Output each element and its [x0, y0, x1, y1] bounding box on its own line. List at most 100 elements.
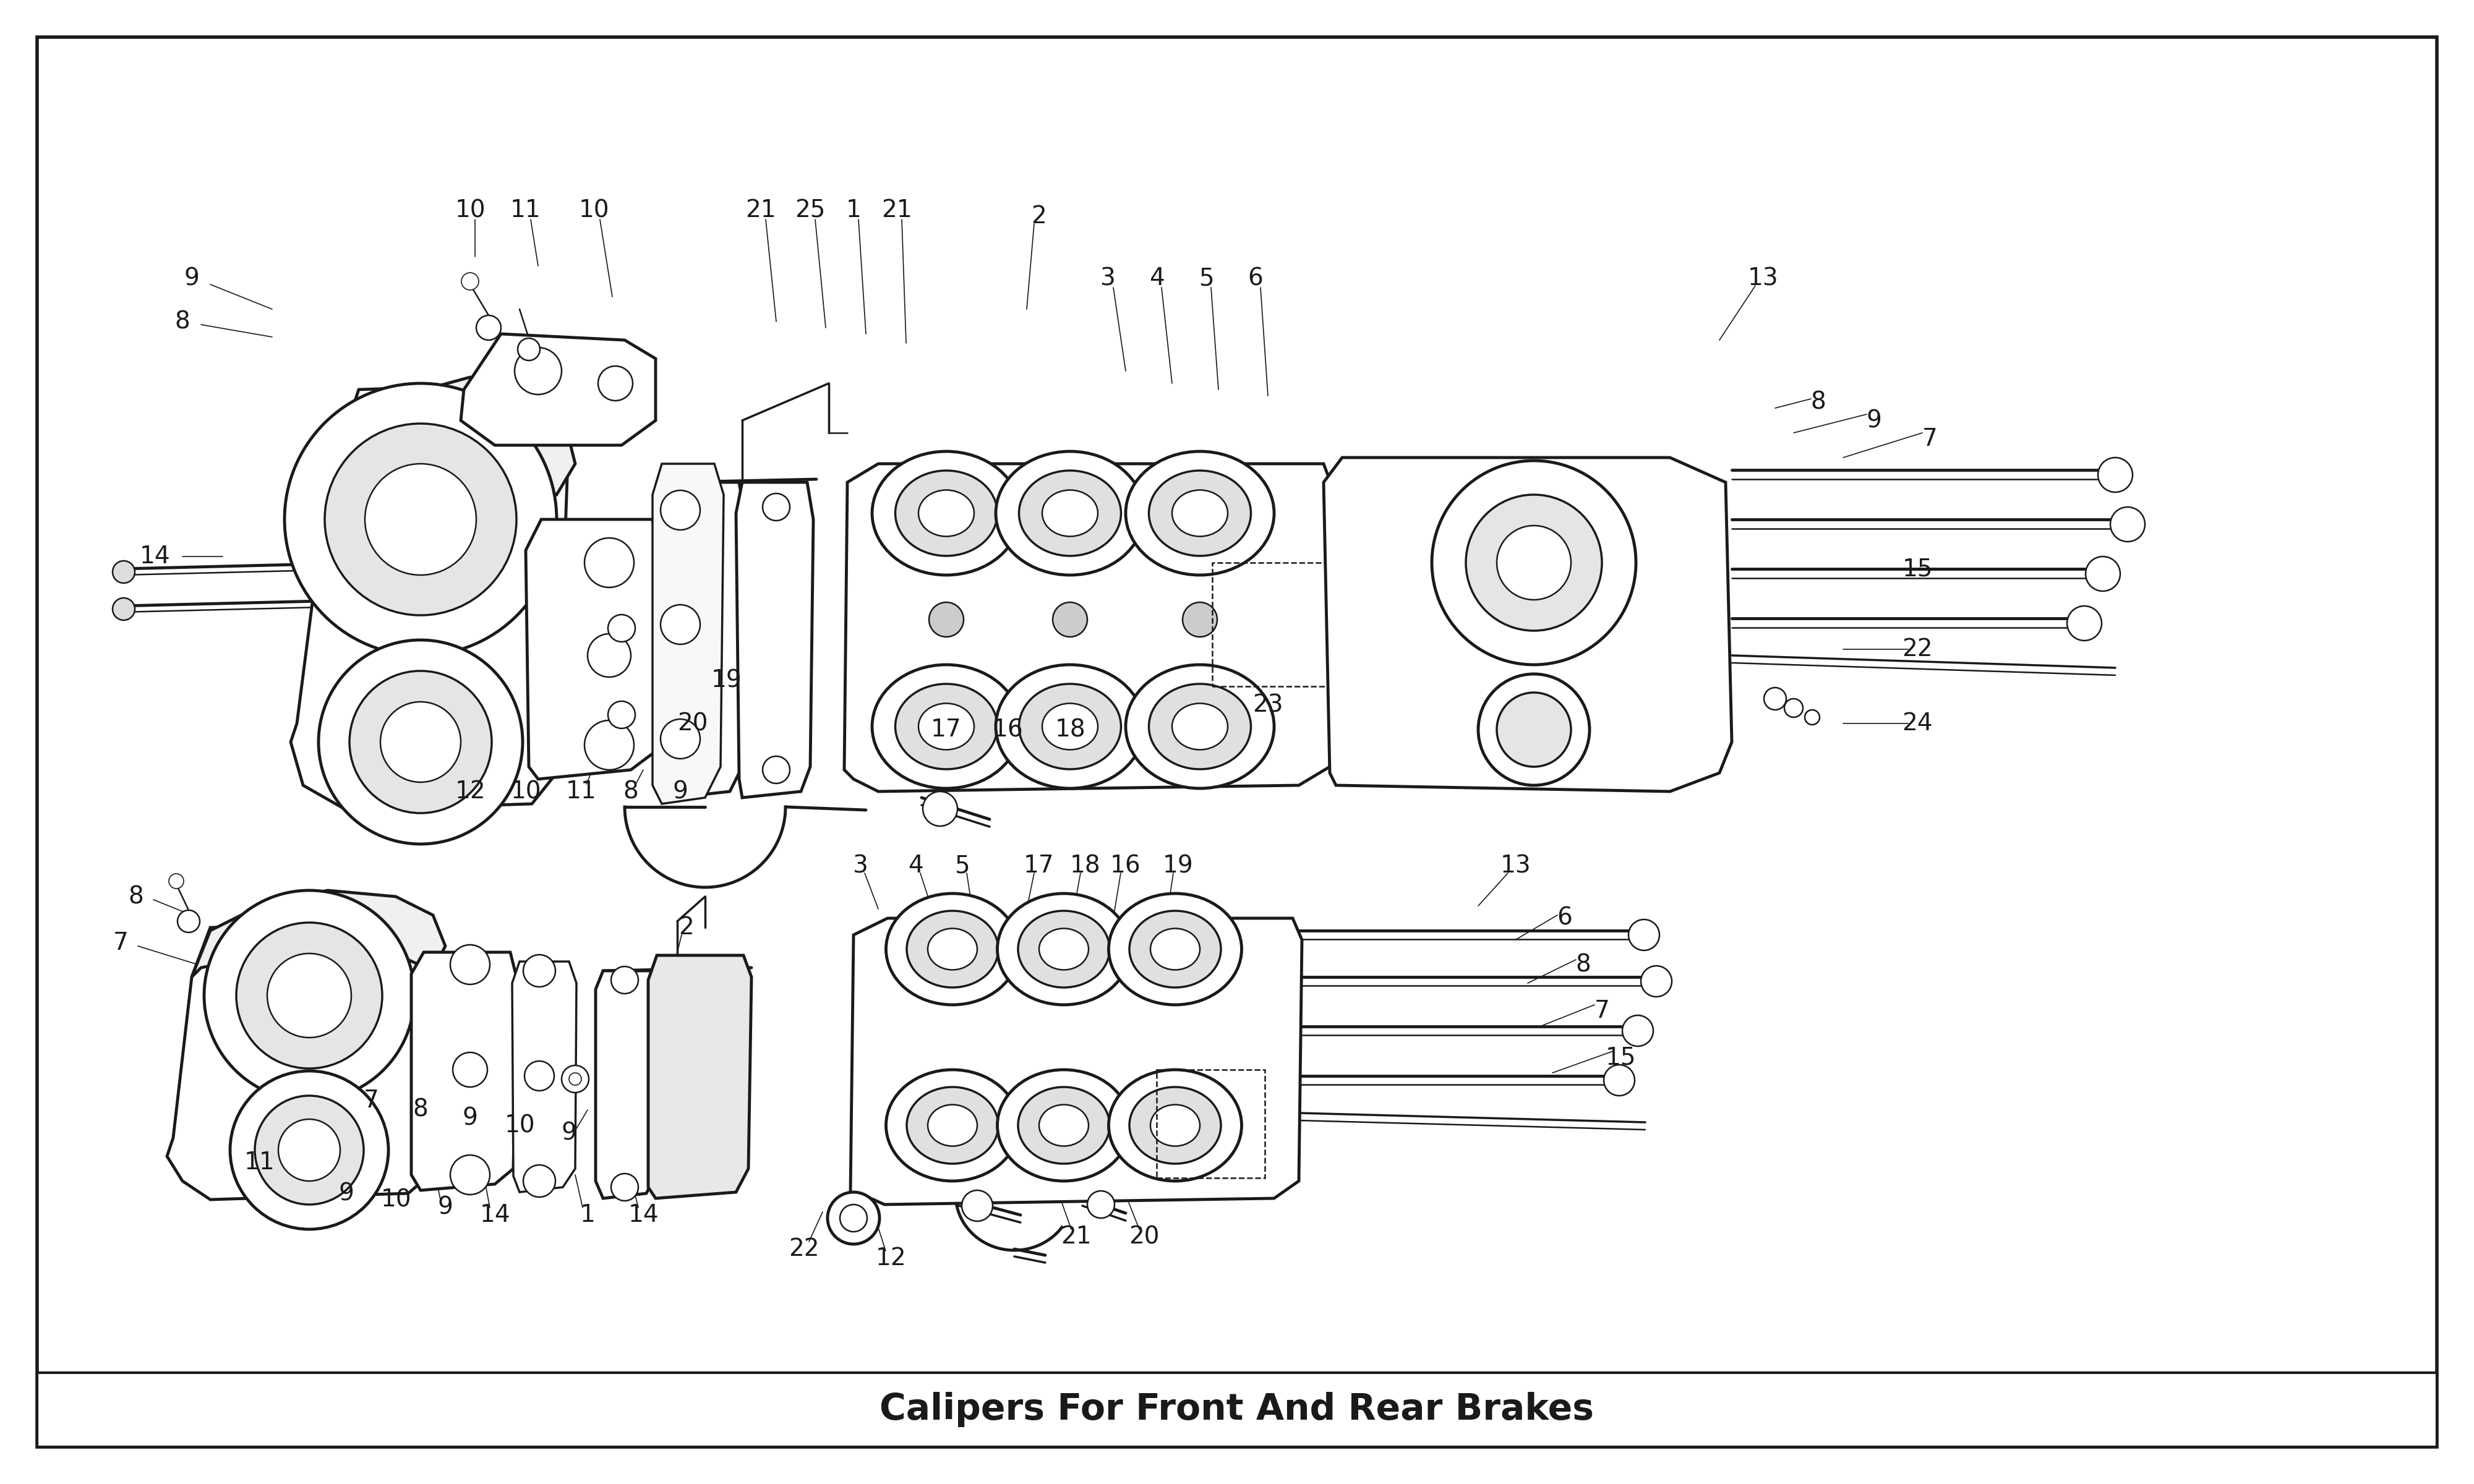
- Circle shape: [661, 605, 700, 644]
- Text: 9: 9: [562, 1122, 576, 1146]
- Text: 10: 10: [505, 1113, 534, 1137]
- Circle shape: [1465, 494, 1603, 631]
- Text: 10: 10: [455, 199, 485, 223]
- Text: 7: 7: [1922, 427, 1937, 451]
- Text: 24: 24: [1903, 712, 1932, 735]
- Circle shape: [277, 1119, 341, 1181]
- Circle shape: [930, 603, 965, 637]
- Text: 4: 4: [1148, 267, 1165, 289]
- Circle shape: [324, 423, 517, 616]
- Text: 21: 21: [745, 199, 777, 223]
- Ellipse shape: [1019, 470, 1121, 556]
- Ellipse shape: [886, 1070, 1019, 1181]
- Circle shape: [349, 671, 492, 813]
- Ellipse shape: [1126, 451, 1274, 574]
- Text: 14: 14: [628, 1204, 658, 1227]
- Circle shape: [1054, 603, 1089, 637]
- Ellipse shape: [997, 1070, 1131, 1181]
- Text: Calipers For Front And Rear Brakes: Calipers For Front And Rear Brakes: [881, 1392, 1593, 1428]
- Circle shape: [611, 1174, 638, 1201]
- Circle shape: [517, 338, 539, 361]
- Ellipse shape: [1173, 490, 1227, 536]
- Circle shape: [599, 367, 633, 401]
- Polygon shape: [668, 482, 745, 798]
- Bar: [1158, 1070, 1264, 1178]
- Circle shape: [1603, 1066, 1635, 1095]
- Polygon shape: [292, 383, 569, 810]
- Polygon shape: [168, 922, 440, 1199]
- Circle shape: [267, 953, 351, 1037]
- Text: 19: 19: [1163, 853, 1192, 877]
- Circle shape: [285, 383, 557, 656]
- Circle shape: [1623, 1015, 1653, 1046]
- Ellipse shape: [1019, 684, 1121, 769]
- Circle shape: [683, 493, 710, 521]
- Ellipse shape: [1173, 703, 1227, 749]
- Circle shape: [230, 1071, 388, 1229]
- Polygon shape: [851, 919, 1301, 1205]
- Text: 7: 7: [364, 1089, 379, 1113]
- Circle shape: [589, 634, 631, 677]
- Circle shape: [450, 945, 490, 984]
- Text: 11: 11: [567, 779, 596, 803]
- Ellipse shape: [1126, 665, 1274, 788]
- Circle shape: [168, 874, 183, 889]
- Circle shape: [524, 1165, 554, 1198]
- Circle shape: [611, 966, 638, 994]
- Circle shape: [524, 954, 554, 987]
- Text: 13: 13: [1747, 267, 1779, 289]
- Circle shape: [826, 1192, 881, 1244]
- Text: 6: 6: [1556, 907, 1573, 930]
- Text: 9: 9: [438, 1195, 453, 1218]
- Text: 9: 9: [463, 1106, 477, 1129]
- Circle shape: [2086, 556, 2120, 591]
- Polygon shape: [653, 463, 722, 804]
- Text: 20: 20: [678, 712, 708, 735]
- Polygon shape: [460, 334, 656, 445]
- Text: 19: 19: [713, 668, 742, 692]
- Text: 15: 15: [1606, 1046, 1635, 1068]
- Ellipse shape: [995, 451, 1143, 574]
- Circle shape: [524, 1061, 554, 1091]
- Circle shape: [114, 561, 134, 583]
- Ellipse shape: [918, 490, 975, 536]
- Ellipse shape: [896, 684, 997, 769]
- Circle shape: [1628, 920, 1660, 950]
- Ellipse shape: [928, 929, 977, 971]
- Ellipse shape: [995, 665, 1143, 788]
- Circle shape: [453, 1052, 487, 1086]
- Polygon shape: [596, 971, 658, 1199]
- Ellipse shape: [1148, 470, 1252, 556]
- Polygon shape: [524, 519, 658, 779]
- Ellipse shape: [1108, 1070, 1242, 1181]
- Ellipse shape: [1150, 1104, 1200, 1146]
- Circle shape: [661, 720, 700, 758]
- Text: 13: 13: [1499, 853, 1531, 877]
- Circle shape: [2110, 508, 2145, 542]
- Circle shape: [2098, 457, 2133, 493]
- Polygon shape: [193, 890, 445, 976]
- Polygon shape: [648, 956, 752, 1199]
- Text: 8: 8: [129, 884, 143, 908]
- Text: 8: 8: [1576, 953, 1591, 976]
- Text: 12: 12: [455, 779, 485, 803]
- Text: 4: 4: [908, 853, 923, 877]
- Text: 16: 16: [1111, 853, 1141, 877]
- Ellipse shape: [1039, 1104, 1089, 1146]
- Polygon shape: [737, 482, 814, 798]
- Bar: [1212, 562, 1336, 686]
- Ellipse shape: [871, 665, 1022, 788]
- Circle shape: [1497, 693, 1571, 767]
- Circle shape: [319, 640, 522, 844]
- Ellipse shape: [1019, 1086, 1108, 1163]
- Circle shape: [841, 1205, 868, 1232]
- Polygon shape: [411, 953, 517, 1190]
- Polygon shape: [1324, 457, 1732, 791]
- Bar: [37, 1373, 2437, 1447]
- Ellipse shape: [905, 1086, 999, 1163]
- Ellipse shape: [1039, 929, 1089, 971]
- Text: 8: 8: [176, 310, 190, 334]
- Text: 14: 14: [139, 545, 171, 568]
- Ellipse shape: [1148, 684, 1252, 769]
- Text: 9: 9: [1865, 408, 1883, 432]
